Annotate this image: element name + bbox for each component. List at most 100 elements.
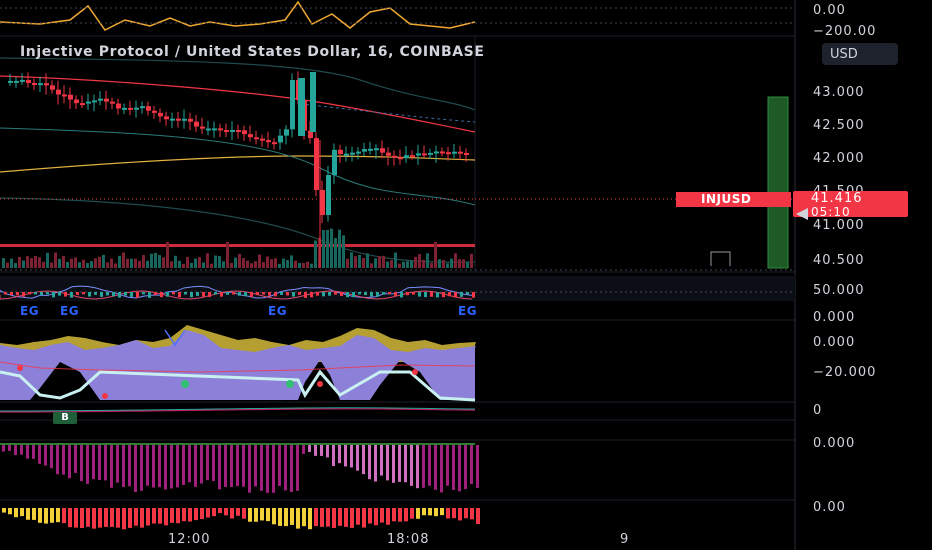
candle-body bbox=[284, 129, 289, 136]
histogram-bar bbox=[476, 445, 479, 488]
histogram-bar bbox=[332, 445, 335, 467]
histogram-bar bbox=[332, 508, 336, 528]
histogram-bar bbox=[116, 508, 120, 528]
oscillator-bar bbox=[148, 292, 151, 298]
histogram-bar bbox=[212, 445, 215, 482]
oscillator-bar bbox=[190, 292, 193, 298]
oscillator-bar bbox=[40, 292, 43, 296]
volume-bar bbox=[206, 253, 209, 268]
histogram-bar bbox=[392, 445, 395, 483]
histogram-bar bbox=[32, 508, 36, 520]
histogram-bar bbox=[368, 445, 371, 480]
volume-bar bbox=[322, 230, 325, 268]
candle-body bbox=[230, 129, 235, 132]
scroll-to-realtime-icon[interactable] bbox=[796, 208, 808, 220]
histogram-bar bbox=[308, 445, 311, 452]
oscillator-bar bbox=[70, 292, 73, 298]
histogram-bar bbox=[434, 445, 437, 490]
oscillator-bar bbox=[418, 292, 421, 297]
oscillator-bar bbox=[184, 292, 187, 295]
oscillator-bar bbox=[28, 292, 31, 295]
candle-body bbox=[356, 151, 361, 154]
volume-bar bbox=[398, 263, 401, 268]
volume-bar bbox=[58, 258, 61, 268]
candle-body bbox=[110, 101, 115, 104]
histogram-bar bbox=[350, 508, 354, 528]
histogram-bar bbox=[200, 445, 203, 484]
candle-body bbox=[8, 80, 13, 83]
histogram-bar bbox=[50, 508, 54, 523]
oscillator-bar bbox=[454, 292, 457, 298]
volume-bar bbox=[54, 252, 57, 268]
oscillator-bar bbox=[424, 292, 427, 298]
candle-body bbox=[152, 110, 157, 113]
histogram-bar bbox=[230, 508, 234, 519]
volume-bar bbox=[346, 258, 349, 268]
histogram-bar bbox=[464, 445, 467, 490]
price-axis-label: 42.000 bbox=[813, 151, 865, 166]
candle-body bbox=[362, 149, 367, 152]
currency-button[interactable]: USD bbox=[822, 43, 898, 65]
oscillator-bar bbox=[268, 292, 271, 296]
histogram-bar bbox=[290, 508, 294, 525]
histogram-bar bbox=[188, 508, 192, 522]
histogram-bar bbox=[14, 508, 18, 518]
histogram-bar bbox=[224, 508, 228, 516]
volume-bar bbox=[434, 242, 437, 268]
histogram-bar bbox=[440, 508, 444, 516]
oscillator-bar bbox=[10, 292, 13, 296]
volume-bar bbox=[378, 256, 381, 268]
volume-bar bbox=[214, 255, 217, 268]
candle-body bbox=[236, 129, 241, 132]
volume-bar bbox=[186, 256, 189, 268]
oscillator-bar bbox=[130, 292, 133, 297]
candle-body bbox=[98, 98, 103, 101]
histogram-bar bbox=[26, 508, 30, 520]
volume-bar bbox=[366, 253, 369, 268]
volume-bar bbox=[470, 253, 473, 268]
candle-body bbox=[440, 151, 445, 154]
oscillator-bar bbox=[292, 292, 295, 297]
indicator-axis-label: 0.000 bbox=[813, 335, 856, 350]
volume-bar bbox=[102, 254, 105, 268]
histogram-bar bbox=[284, 508, 288, 527]
candle-body bbox=[188, 118, 193, 122]
oscillator-bar bbox=[172, 292, 175, 295]
volume-bar bbox=[454, 253, 457, 268]
symbol-title[interactable]: Injective Protocol / United States Dolla… bbox=[20, 44, 485, 60]
volume-bar bbox=[282, 258, 285, 268]
volume-bar bbox=[106, 262, 109, 268]
oscillator-bar bbox=[166, 292, 169, 297]
volume-bar bbox=[438, 259, 441, 268]
volume-bar bbox=[310, 263, 313, 268]
volume-bar bbox=[418, 254, 421, 268]
oscillator-bar bbox=[118, 292, 121, 298]
histogram-bar bbox=[146, 508, 150, 526]
oscillator-bar bbox=[64, 292, 67, 297]
volume-bar bbox=[94, 258, 97, 268]
candle-body bbox=[368, 148, 373, 151]
indicator-axis-label: 0.00 bbox=[813, 500, 846, 515]
histogram-bar bbox=[248, 508, 252, 522]
histogram-bar bbox=[326, 445, 329, 458]
volume-bar bbox=[22, 260, 25, 268]
volume-bar bbox=[426, 253, 429, 268]
histogram-bar bbox=[242, 508, 246, 519]
time-axis-label: 9 bbox=[620, 532, 630, 547]
oscillator-bar bbox=[328, 292, 331, 296]
gap-marker bbox=[710, 251, 731, 266]
volume-bar bbox=[330, 228, 333, 268]
histogram-bar bbox=[272, 445, 275, 493]
oscillator-bar bbox=[358, 292, 361, 295]
histogram-bar bbox=[404, 445, 407, 483]
time-axis-label: 18:08 bbox=[387, 532, 430, 547]
histogram-bar bbox=[452, 445, 455, 490]
volume-bar bbox=[306, 261, 309, 268]
volume-bar bbox=[342, 235, 345, 268]
oscillator-bar bbox=[346, 292, 349, 298]
volume-bar bbox=[6, 262, 9, 268]
volume-bar bbox=[98, 256, 101, 268]
histogram-bar bbox=[302, 445, 305, 454]
histogram-bar bbox=[146, 445, 149, 486]
